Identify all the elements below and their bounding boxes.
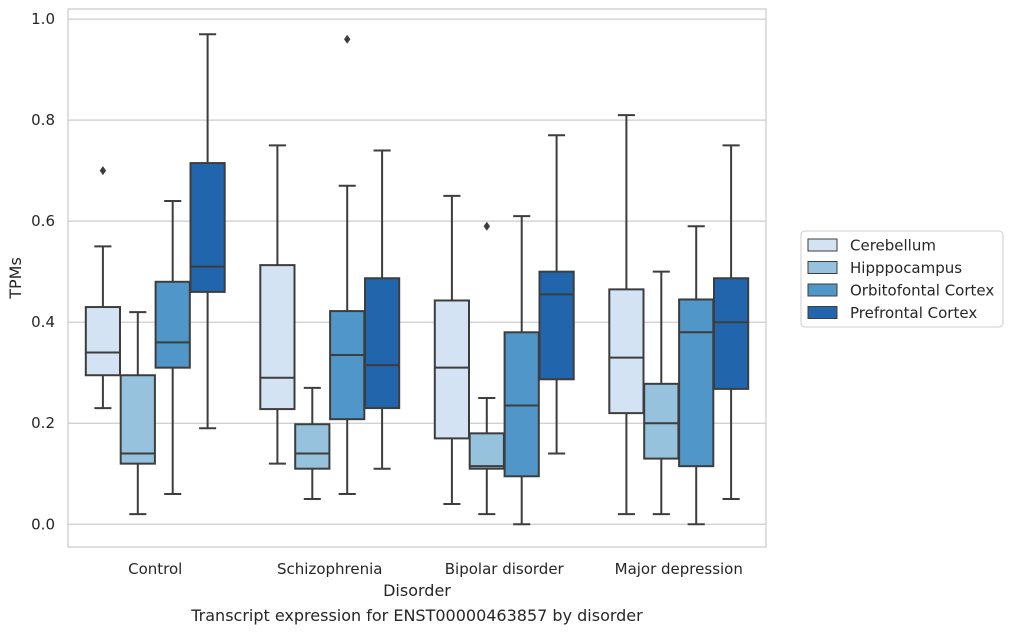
outlier-point [344,34,351,44]
x-tick-label: Schizophrenia [277,560,382,578]
x-tick-label: Major depression [615,560,743,578]
box-body [433,299,471,440]
y-axis-label: TPMs [6,257,25,300]
box-orbitofontal-cortex [329,34,366,495]
box-cerebellum [433,194,471,506]
box-body [363,277,401,410]
x-tick-labels: Control Schizophrenia Bipolar disorder Majo… [128,560,743,578]
chart-caption: Transcript expression for ENST0000046385… [191,606,643,625]
box-body [712,277,750,390]
box-body [189,162,226,293]
legend-swatch [807,238,838,252]
box-body [608,288,645,415]
x-tick-label: Bipolar disorder [445,560,565,578]
box-body [294,423,331,470]
box-cerebellum [84,166,122,410]
box-body [643,382,680,460]
box-hipppocampus [468,221,505,516]
legend-swatch [807,261,838,274]
box-prefrontal-cortex [363,149,401,470]
y-tick-label: 0.2 [31,414,55,432]
legend-label: Orbitofontal Cortex [850,282,994,300]
box-hipppocampus [294,386,331,501]
box-orbitofontal-cortex [503,215,540,526]
box-orbitofontal-cortex [678,225,715,526]
legend-label: Cerebellum [850,237,936,255]
box-body [468,432,505,470]
legend-swatch [807,306,838,319]
box-hipppocampus [119,311,156,516]
outlier-point [99,166,107,176]
box-marks [84,33,750,526]
y-tick-label: 0.0 [31,515,55,533]
legend-swatch [807,283,838,297]
plot-frame [67,8,767,548]
box-body [503,331,540,478]
box-body [84,306,122,377]
y-tick-label: 0.6 [31,212,55,230]
legend-label: Prefrontal Cortex [850,304,977,322]
box-body [154,280,191,369]
y-tick-label: 0.8 [31,111,55,129]
x-axis-label: Disorder [383,581,451,600]
legend: Cerebellum Hipppocampus Orbitofontal Corte… [800,230,1004,328]
box-prefrontal-cortex [538,134,575,455]
y-tick-label: 0.4 [31,313,55,331]
box-body [119,374,156,465]
y-tick-label: 1.0 [31,10,55,28]
legend-frame [800,230,1004,328]
box-orbitofontal-cortex [154,199,191,495]
outlier-point [483,221,490,231]
x-tick-label: Control [128,560,182,578]
box-body [678,298,715,468]
box-body [329,310,366,421]
box-body [538,270,575,381]
legend-label: Hipppocampus [850,259,962,277]
box-hipppocampus [643,270,680,516]
box-body [259,264,296,411]
y-tick-labels: 0.0 0.2 0.4 0.6 0.8 1.0 [31,10,55,533]
box-prefrontal-cortex [712,144,750,501]
box-prefrontal-cortex [189,33,226,430]
box-cerebellum [608,114,645,516]
box-cerebellum [259,144,296,465]
